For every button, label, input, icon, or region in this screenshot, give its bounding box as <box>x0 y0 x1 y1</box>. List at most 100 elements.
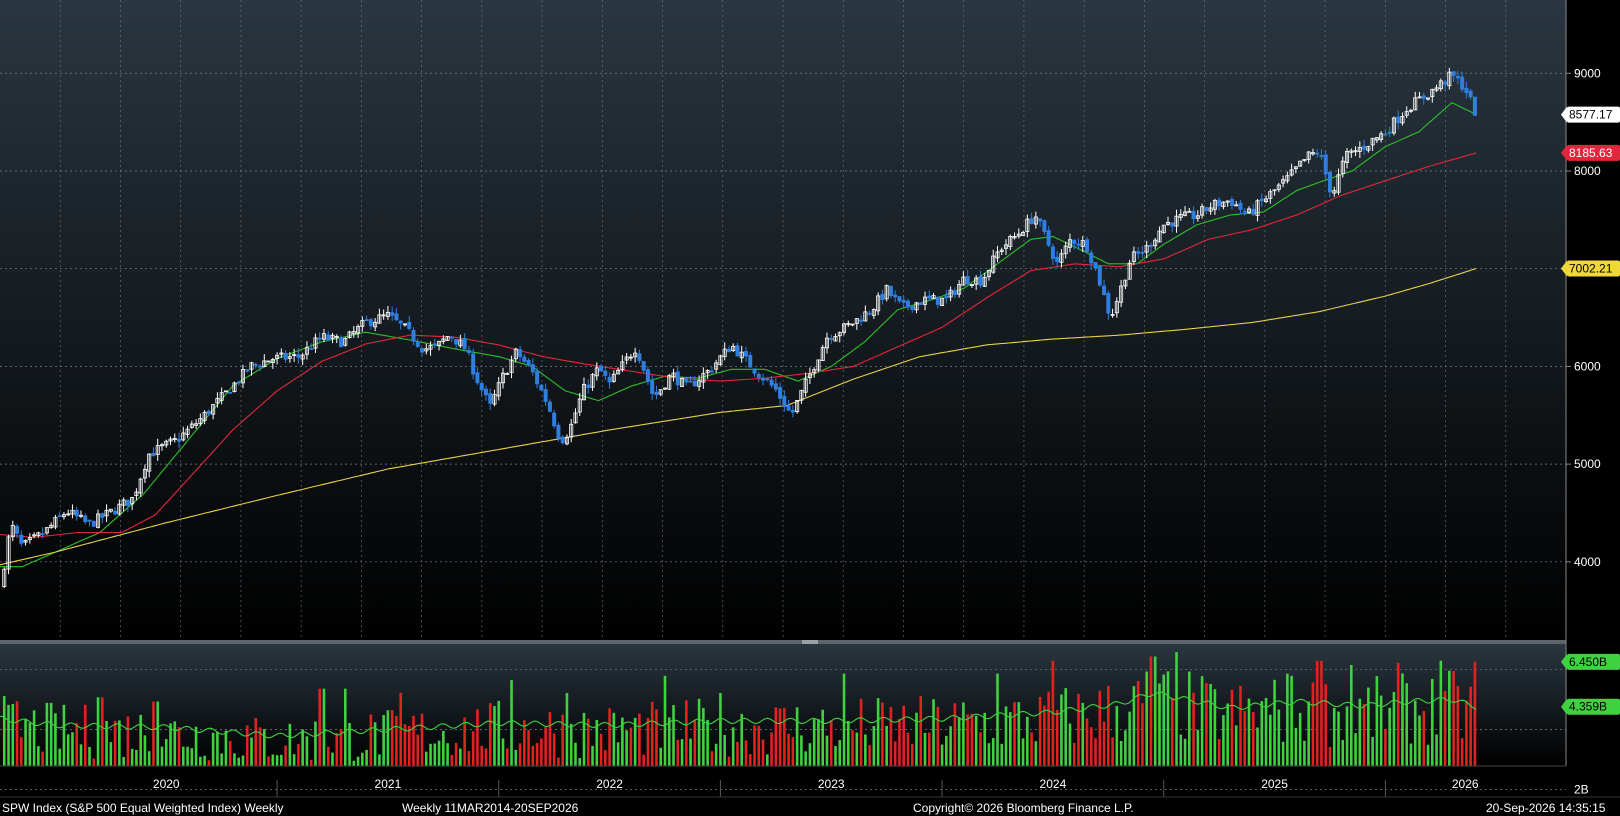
volume-bar-up <box>1281 741 1285 766</box>
candle-down <box>978 276 983 286</box>
volume-bar-down <box>177 727 181 766</box>
candle-down <box>735 345 740 357</box>
candle-down <box>752 368 757 374</box>
volume-bar-down <box>1311 682 1315 766</box>
candle-up <box>991 255 996 273</box>
volume-bar-down <box>774 707 778 766</box>
candle-up <box>1357 147 1362 152</box>
volume-bar-up <box>88 746 91 766</box>
candle-down <box>15 526 20 534</box>
volume-bar-up <box>28 722 32 766</box>
volume-bar-up <box>838 740 842 766</box>
value-tag-volume-average: 4.359B <box>1569 700 1607 714</box>
candle-up <box>1289 169 1294 176</box>
candle-down <box>19 534 24 544</box>
candle-down <box>684 378 689 383</box>
candle-up <box>1212 199 1217 210</box>
candle-up <box>1144 245 1149 253</box>
volume-bar-up <box>932 699 935 766</box>
volume-bar-down <box>258 727 262 766</box>
footer-ticker-info: SPW Index (S&P 500 Equal Weighted Index)… <box>2 801 283 815</box>
candle-up <box>1426 97 1431 100</box>
volume-bar-up <box>437 740 441 766</box>
candle-up <box>871 309 876 316</box>
volume-bar-up <box>1367 687 1370 766</box>
candle-down <box>1085 239 1090 253</box>
candle-up <box>155 445 160 455</box>
candle-up <box>863 311 868 322</box>
volume-bar-down <box>1460 738 1464 766</box>
candle-down <box>1259 198 1264 202</box>
volume-bar-down <box>851 730 854 766</box>
value-tag-volume-latest-bg <box>1567 653 1620 670</box>
candle-up <box>1336 174 1341 193</box>
volume-bar-up <box>983 712 987 766</box>
volume-bar-up <box>233 753 236 766</box>
candle-up <box>377 314 382 324</box>
candle-up <box>1063 245 1068 255</box>
volume-bar-up <box>1277 709 1281 766</box>
volume-bar-up <box>1158 683 1161 766</box>
candle-up <box>70 509 75 515</box>
candle-up <box>1157 230 1162 243</box>
volume-bar-up <box>1294 727 1298 766</box>
volume-bar-down <box>318 688 322 766</box>
volume-bar-down <box>868 745 871 766</box>
candle-up <box>36 532 41 536</box>
volume-bar-up <box>731 727 735 766</box>
candle-down <box>522 356 527 362</box>
candle-up <box>799 389 804 401</box>
panel-divider-handle[interactable] <box>802 640 818 644</box>
volume-bar-up <box>1401 673 1404 766</box>
volume-bar-up <box>987 743 991 766</box>
panel-divider[interactable] <box>0 640 1566 644</box>
candle-down <box>407 322 412 329</box>
moving-averages <box>0 101 1477 568</box>
volume-bar-up <box>719 692 722 766</box>
candle-up <box>321 333 326 340</box>
volume-bar-up <box>1222 715 1225 766</box>
volume-bar-down <box>902 705 906 766</box>
candle-down <box>769 379 774 386</box>
candle-up <box>824 337 829 349</box>
candle-down <box>910 306 915 310</box>
candle-up <box>1370 137 1375 146</box>
candle-up <box>240 368 245 384</box>
value-tag-ma_mid: 8185.63 <box>1569 146 1613 160</box>
candle-down <box>339 337 344 348</box>
candle-down <box>778 387 783 399</box>
volume-bar-down <box>1085 718 1089 766</box>
candle-up <box>249 362 254 370</box>
volume-bar-up <box>821 709 825 766</box>
candle-up <box>1332 190 1337 194</box>
candle-down <box>786 405 791 411</box>
candle-down <box>206 410 211 415</box>
candle-up <box>262 360 267 368</box>
volume-bar-up <box>305 736 309 766</box>
candle-up <box>1114 301 1119 314</box>
volume-bar-up <box>2 696 6 766</box>
volume-bar-up <box>164 739 168 766</box>
candle-up <box>194 423 199 426</box>
candle-up <box>1225 200 1230 203</box>
volume-bar-up <box>493 706 496 766</box>
candle-up <box>347 331 352 339</box>
volume-bar-down <box>881 702 884 766</box>
candle-down <box>1451 71 1456 76</box>
candle-up <box>266 360 271 363</box>
candle-down <box>398 320 403 324</box>
candle-up <box>876 295 881 312</box>
candle-up <box>1110 313 1115 316</box>
volume-bar-up <box>1264 697 1268 766</box>
candle-down <box>483 388 488 396</box>
volume-bar-up <box>322 688 326 766</box>
candle-down <box>1242 210 1247 213</box>
volume-bar-up <box>574 742 577 766</box>
volume-bar-down <box>407 726 411 766</box>
candle-up <box>940 297 945 307</box>
candle-up <box>381 314 386 317</box>
volume-bar-up <box>1064 688 1067 766</box>
volume-bar-up <box>825 735 829 766</box>
candle-up <box>1174 215 1179 227</box>
